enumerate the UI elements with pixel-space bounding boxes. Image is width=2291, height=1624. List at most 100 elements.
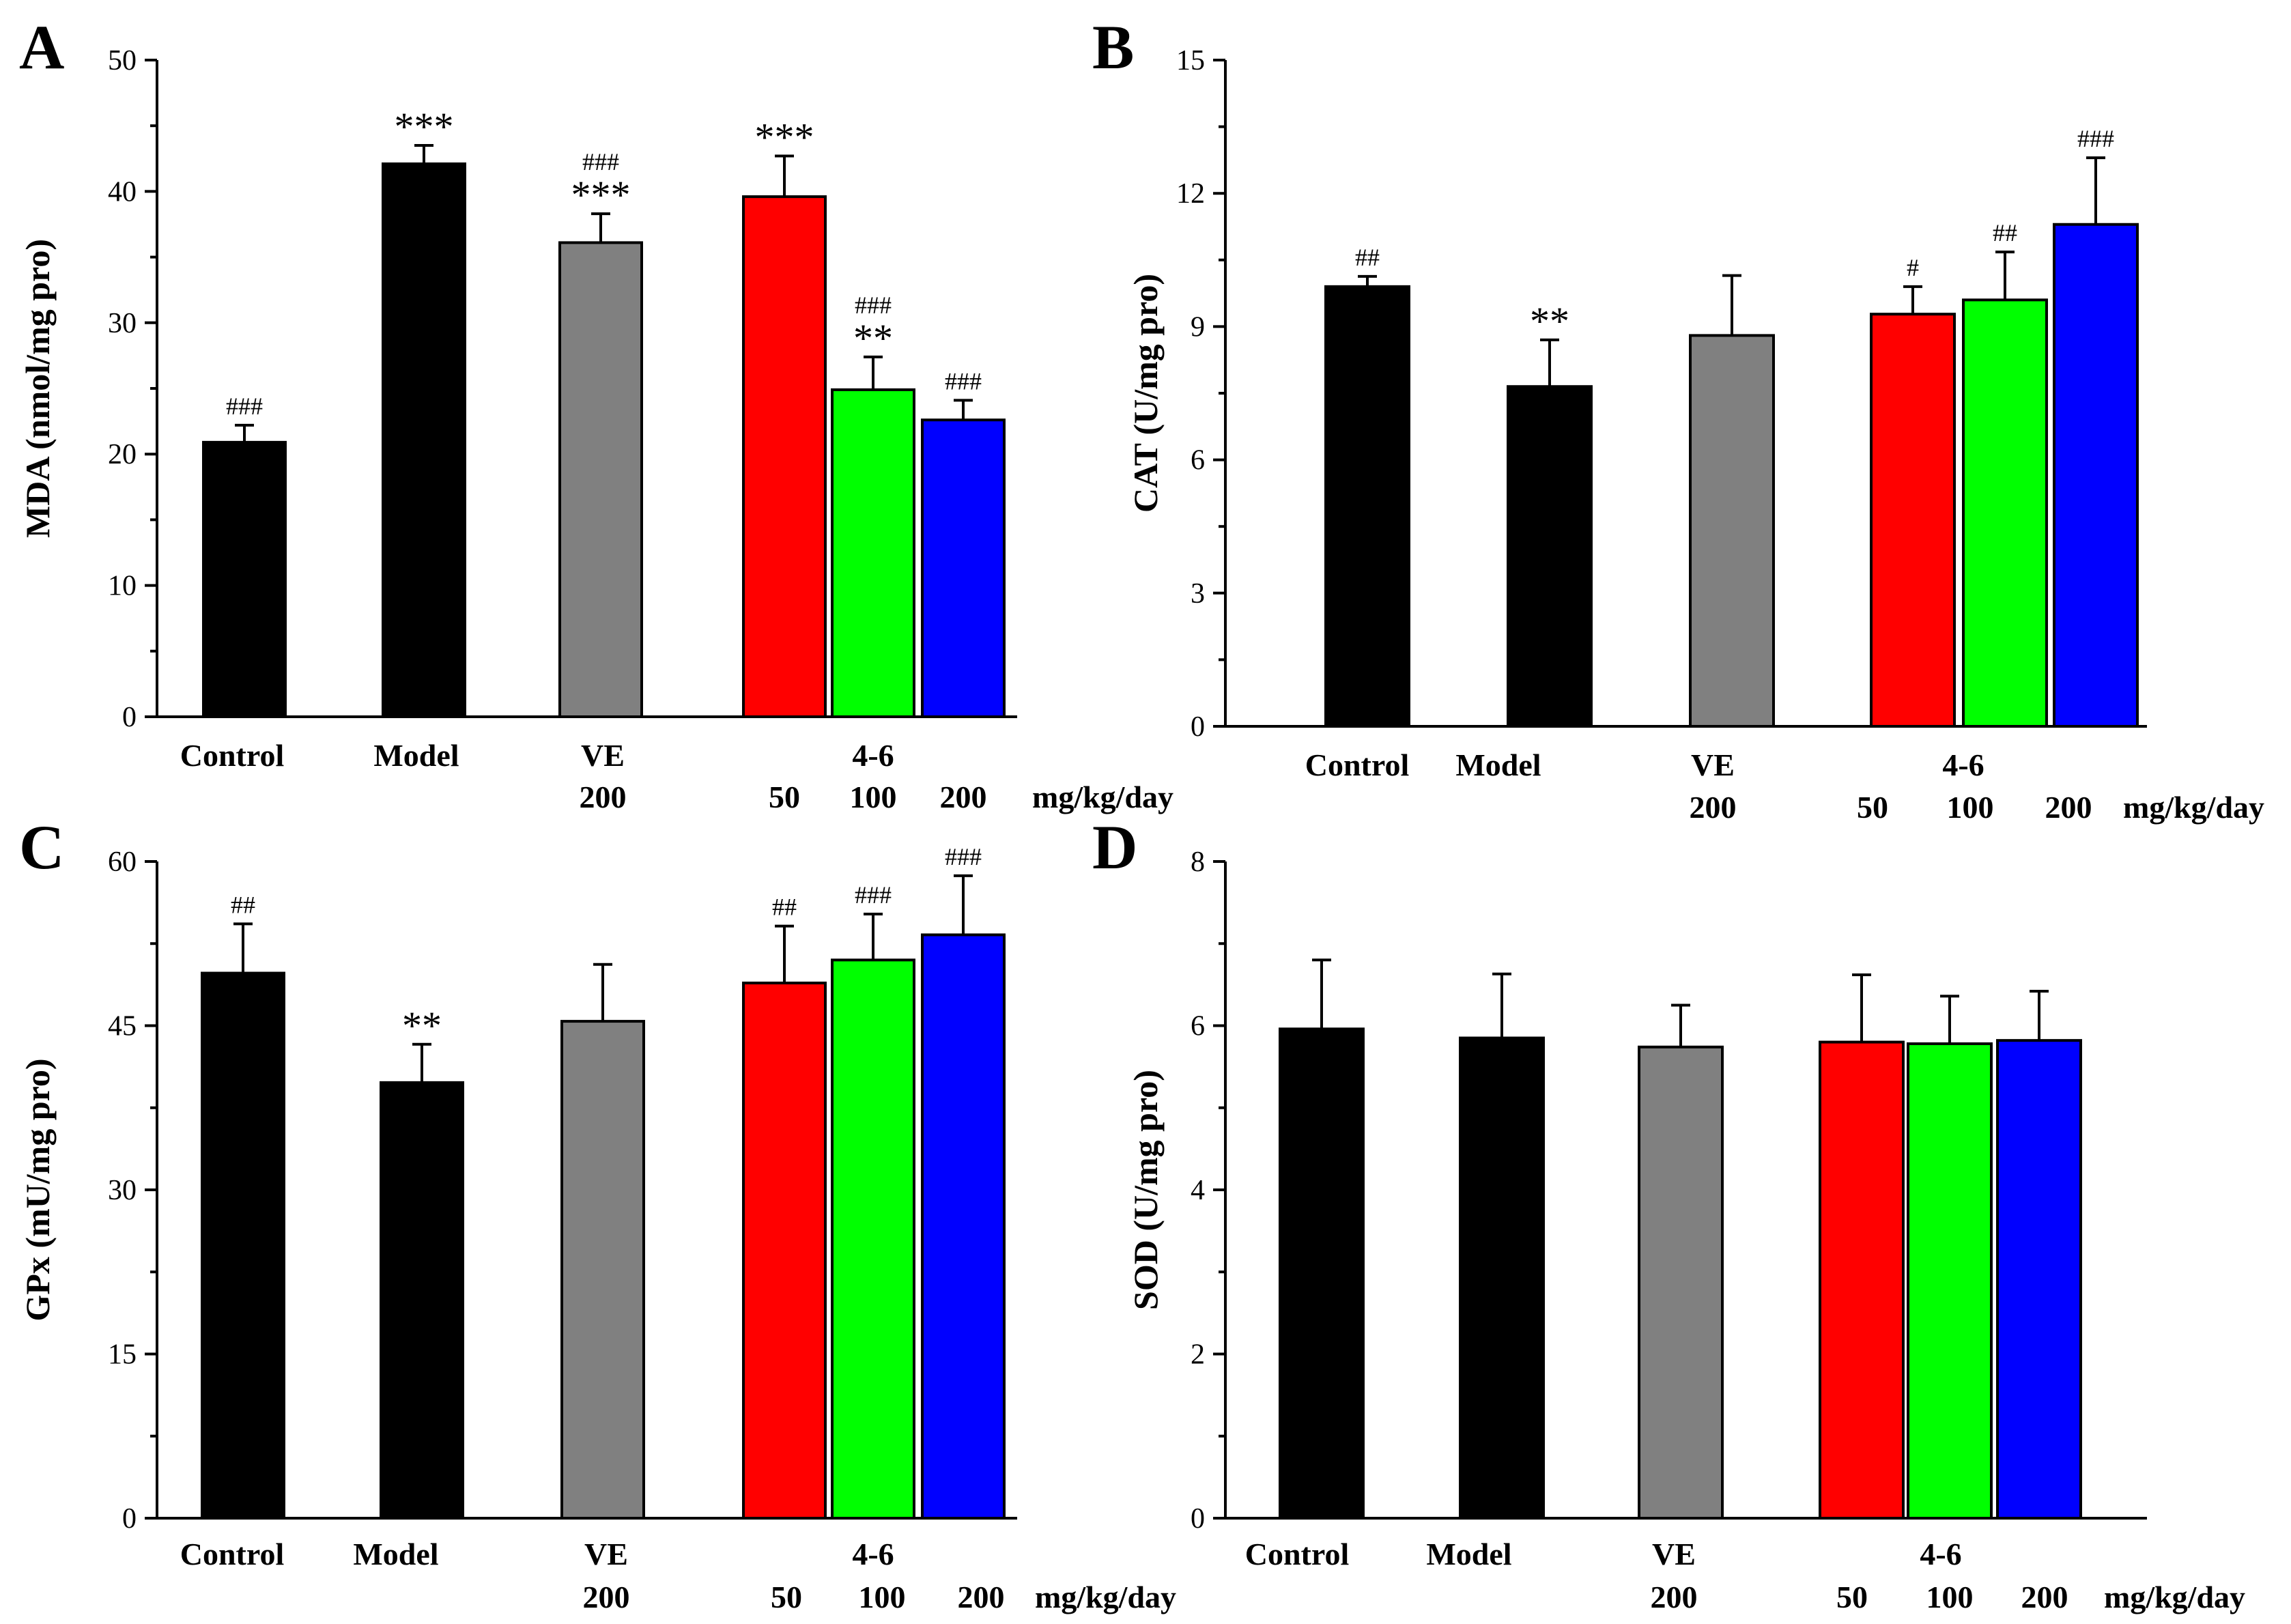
panel-c-y-tick-label: 60	[108, 846, 137, 878]
panel-a-category-label: Control	[180, 738, 285, 773]
panel-b-ylabel: CAT (U/mg pro)	[1126, 274, 1165, 513]
panel-a-dose-label: 100	[850, 780, 897, 814]
panel-c-category-label: VE	[584, 1537, 628, 1571]
panel-c-y-tick-label: 45	[108, 1011, 137, 1042]
panel-c-bar-6	[921, 933, 1006, 1520]
panel-b-bar-1	[1324, 285, 1410, 728]
panel-c-y-tick-label: 0	[122, 1503, 137, 1535]
panel-c-bar-4	[742, 981, 827, 1520]
panel-a-significance-hash: ###	[226, 393, 263, 420]
panel-a-ylabel: MDA (nmol/mg pro)	[18, 239, 57, 538]
panel-a-y-tick-label: 40	[108, 176, 137, 208]
panel-b-category-label: VE	[1691, 747, 1735, 782]
panel-d-bar-2	[1459, 1036, 1545, 1520]
panel-a-dose-unit: mg/kg/day	[1032, 780, 1173, 814]
panel-c-ylabel: GPx (mU/mg pro)	[18, 1058, 57, 1321]
panel-a-bar-5	[831, 388, 915, 718]
panel-a-significance-hash: ###	[945, 367, 982, 395]
panel-a-bar-6	[921, 418, 1006, 719]
panel-b-category-label: 4-6	[1942, 747, 1984, 782]
panel-b-y-tick-label: 6	[1191, 445, 1205, 476]
panel-a-y-tick-label: 20	[108, 439, 137, 470]
panel-c-bar-3	[560, 1020, 645, 1520]
panel-b-significance-hash: ###	[2077, 125, 2114, 152]
panel-d-category-label: VE	[1652, 1537, 1696, 1571]
panel-b-y-tick-label: 15	[1176, 45, 1205, 76]
panel-c-dose-label: 50	[771, 1580, 802, 1614]
panel-d-bar-5	[1907, 1042, 1993, 1520]
panel-a-dose-label: 200	[940, 780, 987, 814]
panel-b-dose-unit: mg/kg/day	[2123, 790, 2264, 825]
panel-c-bar-2	[380, 1081, 464, 1520]
panel-b-dose-label: 200	[1690, 790, 1737, 825]
panel-c-bar-5	[831, 958, 915, 1520]
panel-a-category-label: Model	[373, 738, 459, 773]
panel-a-y-tick-label: 10	[108, 571, 137, 602]
panel-c-dose-label: 100	[859, 1580, 906, 1614]
panel-d-category-label: 4-6	[1920, 1537, 1961, 1571]
panel-a-y-tick-label: 30	[108, 308, 137, 339]
panel-a-y-tick-label: 0	[122, 702, 137, 733]
panel-b-bar-2	[1507, 385, 1593, 728]
panel-c-dose-unit: mg/kg/day	[1035, 1580, 1176, 1614]
panel-b-y-tick-label: 0	[1191, 711, 1205, 743]
panel-b-significance-hash: ##	[1355, 244, 1380, 271]
panel-d-y-tick-label: 2	[1191, 1339, 1205, 1371]
panel-a-bar-1	[202, 440, 287, 718]
panel-b-dose-label: 50	[1857, 790, 1888, 825]
panel-a-label: A	[19, 12, 64, 82]
panel-d-dose-label: 200	[1651, 1580, 1698, 1614]
panel-a-significance-star: ***	[571, 173, 631, 217]
panel-c-category-label: Model	[353, 1537, 438, 1571]
panel-d-y-tick-label: 0	[1191, 1503, 1205, 1535]
panel-d-dose-label: 100	[1926, 1580, 1974, 1614]
panel-a-category-label: 4-6	[852, 738, 894, 773]
panel-c-significance-hash: ###	[945, 843, 982, 870]
panel-d-category-label: Model	[1426, 1537, 1511, 1571]
panel-a-significance-star: ***	[755, 115, 814, 159]
panel-c-significance-hash: ###	[855, 881, 892, 909]
panel-d-y-tick-label: 8	[1191, 846, 1205, 878]
panel-b-significance-star: **	[1530, 299, 1569, 343]
panel-b-bar-6	[2053, 223, 2139, 728]
panel-d-category-label: Control	[1245, 1537, 1350, 1571]
panel-a-bar-2	[382, 162, 466, 719]
panel-d-bar-6	[1996, 1039, 2082, 1520]
panel-b-y-tick-label: 3	[1191, 578, 1205, 610]
panel-a-significance-star: ***	[395, 104, 454, 149]
panel-b-category-label: Control	[1305, 747, 1410, 782]
panel-a-dose-label: 200	[580, 780, 627, 814]
panel-a-y-tick-label: 50	[108, 45, 137, 76]
panel-b-bar-3	[1689, 334, 1775, 728]
panel-c-significance-star: **	[402, 1003, 442, 1048]
panel-b-category-label: Model	[1455, 747, 1541, 782]
panel-b-label: B	[1092, 12, 1134, 82]
panel-a-significance-hash: ###	[582, 148, 619, 175]
panel-c-category-label: 4-6	[852, 1537, 894, 1571]
panel-b-bar-5	[1962, 298, 2048, 728]
panel-d-dose-unit: mg/kg/day	[2104, 1580, 2245, 1614]
panel-c-dose-label: 200	[583, 1580, 630, 1614]
panel-a-bar-3	[558, 241, 643, 719]
panel-a-bar-4	[742, 195, 827, 718]
panel-d-y-tick-label: 6	[1191, 1011, 1205, 1042]
panel-b-significance-hash: ##	[1993, 219, 2017, 246]
panel-c-significance-hash: ##	[231, 891, 255, 918]
panel-d-bar-4	[1819, 1040, 1905, 1520]
panel-a-category-label: VE	[581, 738, 625, 773]
panel-c-bar-1	[201, 971, 285, 1520]
panel-b-y-tick-label: 9	[1191, 311, 1205, 343]
panel-d-label: D	[1092, 812, 1137, 882]
panel-b-dose-label: 200	[2045, 790, 2092, 825]
panel-c-significance-hash: ##	[772, 894, 797, 921]
panel-b-y-tick-label: 12	[1176, 178, 1205, 210]
panel-c-y-tick-label: 15	[108, 1339, 137, 1371]
panel-d-ylabel: SOD (U/mg pro)	[1126, 1070, 1165, 1310]
panel-d-bar-1	[1279, 1027, 1365, 1520]
panel-a-dose-label: 50	[769, 780, 800, 814]
panel-c-y-tick-label: 30	[108, 1175, 137, 1206]
panel-b-bar-4	[1870, 313, 1956, 728]
panel-b-dose-label: 100	[1947, 790, 1994, 825]
panel-c-category-label: Control	[180, 1537, 285, 1571]
